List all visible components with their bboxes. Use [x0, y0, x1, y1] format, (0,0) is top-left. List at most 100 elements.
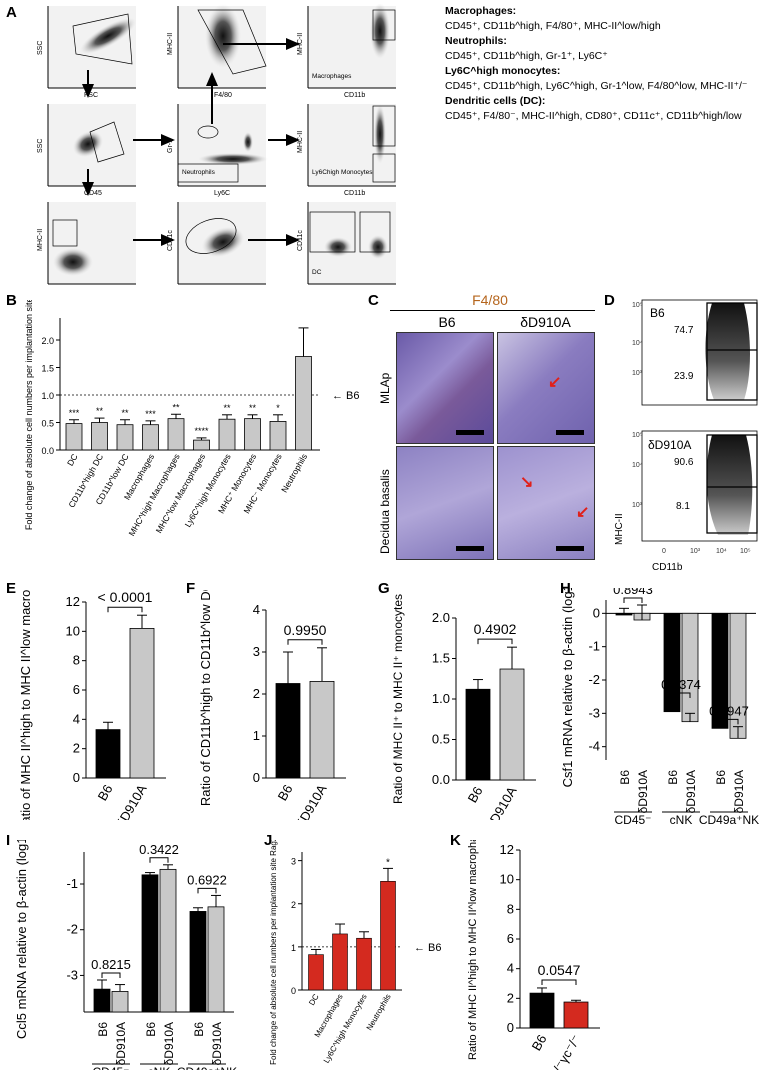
y-tick-label: -3	[588, 705, 600, 720]
flow-density	[324, 237, 352, 257]
flow-density	[205, 4, 241, 68]
flow-gate	[72, 13, 133, 65]
y-tick-label: 1.0	[41, 391, 54, 401]
p-value: 0.0547	[538, 962, 581, 978]
y-tick-label: 12	[500, 842, 514, 857]
flow-density	[201, 226, 245, 258]
flow-xlabel: CD11b	[344, 190, 365, 197]
p-value: 0.8215	[91, 957, 131, 972]
panel-c-col-b6: B6	[438, 314, 456, 330]
legend-monocytes: Ly6C^high monocytes:	[445, 65, 561, 77]
svg-text:10⁴: 10⁴	[632, 462, 643, 469]
x-tick-label: B6	[275, 782, 296, 803]
flow-ylabel: SSC	[37, 139, 44, 153]
x-tick-label: δD910A	[636, 770, 650, 813]
svg-text:10⁵: 10⁵	[740, 548, 751, 555]
panel-label-f: F	[186, 580, 196, 597]
bar	[129, 628, 155, 779]
bar	[91, 422, 108, 451]
x-tick-label: DC	[65, 452, 80, 468]
flow-gate	[372, 9, 396, 41]
y-axis-label: Ratio of MHC II^high to MHC II^low macro…	[18, 590, 33, 820]
flow-gate	[309, 211, 356, 253]
bar	[563, 1001, 589, 1029]
bar	[465, 688, 491, 781]
group-label: CD45⁻	[92, 1065, 129, 1070]
panel-d-label-b6: B6	[650, 306, 665, 320]
bar	[218, 418, 236, 451]
red-arrow-icon: ↙	[548, 374, 562, 391]
y-tick-label: 8	[73, 653, 80, 668]
significance-stars: **	[172, 402, 180, 412]
bar	[189, 911, 207, 1013]
svg-text:10⁴: 10⁴	[632, 340, 643, 347]
red-arrow-icon: ↙	[576, 504, 590, 521]
bar	[159, 868, 177, 1013]
legend-neutrophils-markers: CD45⁺, CD11b^high, Gr-1⁺, Ly6C⁺	[445, 50, 608, 62]
y-tick-label: 3	[291, 857, 296, 867]
panel-h-chart: 0 -1 -2 -3 -4 B6 δD910A 0.8943 CD45⁻ B6 δD910A 0.53…	[560, 588, 759, 827]
group-label: cNK	[148, 1065, 171, 1070]
flow-gate	[177, 163, 239, 183]
bar	[269, 421, 287, 451]
bar	[529, 992, 555, 1029]
flow-density	[79, 17, 137, 55]
panel-label-c: C	[368, 292, 379, 309]
panel-label-e: E	[6, 580, 17, 597]
bar	[207, 906, 225, 1013]
significance-bracket	[671, 692, 691, 698]
y-tick-label: 1.5	[41, 364, 54, 374]
y-axis-label: Ccl5 mRNA relative to β-actin (log10)	[14, 840, 29, 1039]
x-tick-label: B6	[96, 1022, 110, 1037]
reference-label: B6	[346, 390, 359, 402]
flow-gate	[359, 211, 391, 253]
y-axis-label: Ratio of MHC II^high to MHC II^low macro…	[467, 840, 479, 1060]
flow-xlabel: Ly6C	[214, 190, 230, 197]
y-tick-label: 0.5	[41, 419, 54, 429]
x-tick-label: B6	[529, 1032, 550, 1053]
group-label: cNK	[670, 813, 693, 827]
y-tick-label: 0	[507, 1020, 514, 1035]
bar	[681, 612, 699, 723]
histology-image-mutant-decidua	[497, 446, 595, 560]
y-tick-label: 2	[291, 900, 296, 910]
y-tick-label: 10	[66, 623, 80, 638]
p-value: 0.6922	[187, 872, 227, 887]
legend-neutrophils: Neutrophils:	[445, 35, 507, 47]
significance-bracket	[623, 597, 643, 603]
p-value: 0.9950	[284, 622, 327, 638]
y-axis-label: Csf1 mRNA relative to β-actin (log10)	[560, 588, 575, 787]
panel-d-value-top-high: 74.7	[674, 325, 694, 336]
x-tick-label: δD910A	[210, 1022, 224, 1065]
group-label: CD49a⁺NK	[699, 813, 759, 827]
bar	[93, 988, 111, 1013]
significance-stars: ****	[194, 426, 209, 436]
bar	[663, 612, 681, 713]
panel-label-g: G	[378, 580, 390, 597]
y-tick-label: 2	[253, 686, 260, 701]
significance-stars: *	[276, 403, 280, 413]
reference-label: B6	[428, 942, 441, 954]
y-tick-label: 0	[73, 770, 80, 785]
bar	[95, 729, 121, 779]
p-value: 0.8947	[709, 703, 749, 718]
panel-c-title: F4/80	[472, 292, 508, 308]
panel-label-k: K	[450, 832, 461, 849]
flow-gate	[197, 9, 267, 75]
flow-gate	[372, 153, 396, 183]
legend-dc-markers: CD45⁺, F4/80⁻, MHC-II^high, CD80⁺, CD11c…	[445, 110, 742, 122]
bar	[309, 681, 335, 779]
x-tick-label: B6	[192, 1022, 206, 1037]
group-label: CD49a⁺NK	[177, 1065, 237, 1070]
panel-d-label-mutant: δD910A	[648, 438, 691, 452]
svg-text:10³: 10³	[632, 370, 643, 377]
legend-macrophages-markers: CD45⁺, CD11b^high, F4/80⁺, MHC-II^low/hi…	[445, 20, 661, 32]
significance-stars: **	[121, 408, 129, 418]
bar	[295, 356, 312, 451]
y-axis-label: Ratio of CD11b^high to CD11b^low DC	[198, 590, 213, 806]
y-tick-label: -1	[588, 639, 600, 654]
significance-bracket	[477, 638, 513, 645]
scale-bar	[556, 546, 584, 551]
